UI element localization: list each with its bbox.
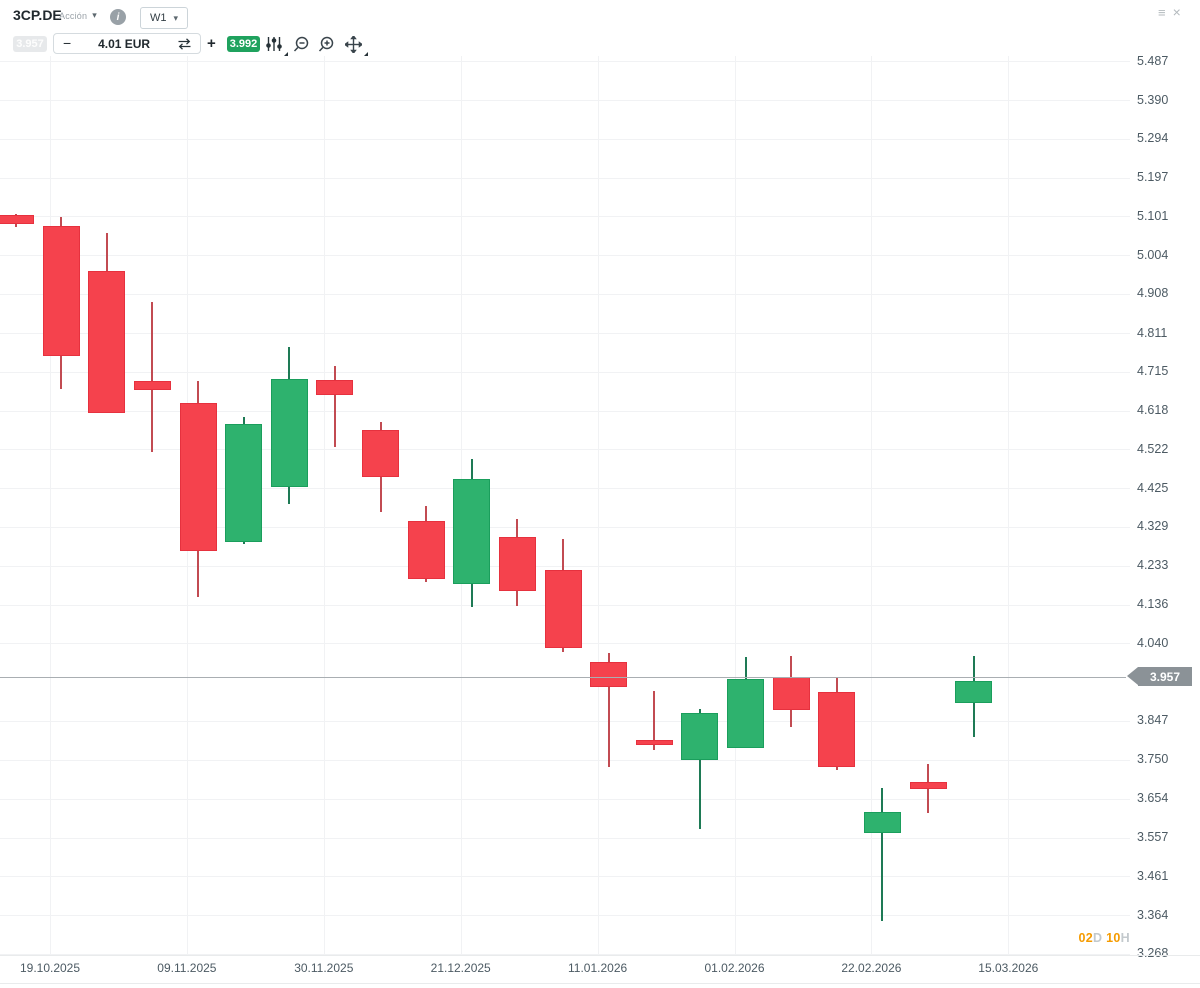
candle-body [590,662,628,688]
horizontal-gridline [0,759,1130,761]
volume-value: 4.01 EUR [98,36,151,51]
time-axis-bottom-border [0,983,1200,984]
candle-countdown: 02D 10H [1079,931,1130,945]
candle-body [727,679,765,748]
candle-body [362,430,400,478]
candle-body [453,479,491,585]
candle-wick [151,302,154,453]
vertical-gridline [871,56,873,955]
timeframe-dropdown[interactable]: W1 ▾ [140,7,188,29]
countdown-hours-value: 10 [1106,931,1121,945]
sell-price-button[interactable]: 3.957 [13,36,47,52]
zoom-in-icon[interactable] [317,36,337,54]
horizontal-gridline [0,371,1130,373]
candle-wick [333,366,336,447]
horizontal-gridline [0,565,1130,567]
chevron-down-icon: ▾ [92,10,97,20]
candle-body [270,378,308,488]
candle-body [635,739,673,745]
indicators-icon[interactable] [265,36,288,56]
timeframe-label: W1 [149,12,167,24]
vertical-gridline [1008,56,1010,955]
horizontal-gridline [0,488,1130,490]
info-icon[interactable]: i [110,9,126,25]
horizontal-gridline [0,953,1130,955]
swap-units-icon[interactable] [177,37,200,50]
horizontal-gridline [0,61,1130,62]
close-icon[interactable]: × [1172,4,1181,20]
current-price-line [0,676,1126,678]
candle-wick [653,691,656,750]
horizontal-gridline [0,915,1130,917]
candle-wick [698,708,701,829]
horizontal-gridline [0,410,1130,412]
current-price-badge: 3.957 [1127,667,1192,687]
candle-body [909,781,947,789]
buy-price-button[interactable]: 3.992 [227,36,260,52]
symbol-title: 3CP.DE [13,7,62,23]
zoom-out-icon[interactable] [292,36,312,54]
candle-body [955,681,993,704]
vertical-gridline [734,56,736,955]
chevron-down-icon: ▾ [173,12,179,23]
candle-body [863,811,901,833]
horizontal-gridline [0,876,1130,878]
candle-body [225,423,263,542]
candle-wick [607,652,610,767]
horizontal-gridline [0,255,1130,257]
candle-body [0,215,34,224]
countdown-days-unit: D [1093,931,1103,945]
horizontal-gridline [0,798,1130,800]
candle-body [407,520,445,579]
dropdown-corner-icon [284,52,288,56]
countdown-hours-unit: H [1120,931,1130,945]
move-crosshair-icon[interactable] [345,36,368,56]
instrument-type-label: Acción [59,10,88,21]
candle-body [42,225,80,356]
volume-input[interactable]: − 4.01 EUR [53,33,201,54]
candle-body [681,712,719,760]
candle-wick [881,787,884,921]
instrument-selector[interactable]: Acción ▾ [59,10,97,21]
candle-body [818,691,856,767]
candle-body [316,380,354,395]
horizontal-gridline [0,449,1130,451]
horizontal-gridline [0,526,1130,528]
horizontal-gridline [0,837,1130,839]
vertical-gridline [597,56,599,955]
horizontal-gridline [0,333,1130,335]
candle-body [88,271,126,414]
horizontal-gridline [0,100,1130,102]
menu-icon[interactable]: ≡ [1158,4,1166,20]
candle-body [544,570,582,649]
candle-body [179,403,217,552]
candle-body [498,537,536,591]
dropdown-corner-icon [364,52,368,56]
volume-increase-button[interactable]: + [207,35,216,52]
countdown-days-value: 02 [1078,931,1094,945]
candle-body [133,380,171,390]
horizontal-gridline [0,720,1130,722]
volume-decrease-button[interactable]: − [63,34,72,51]
horizontal-gridline [0,177,1130,179]
horizontal-gridline [0,216,1130,218]
horizontal-gridline [0,138,1130,140]
horizontal-gridline [0,293,1130,295]
time-axis-top-border [0,955,1200,956]
candle-body [772,677,810,711]
vertical-gridline [50,56,51,955]
vertical-gridline [323,56,325,955]
